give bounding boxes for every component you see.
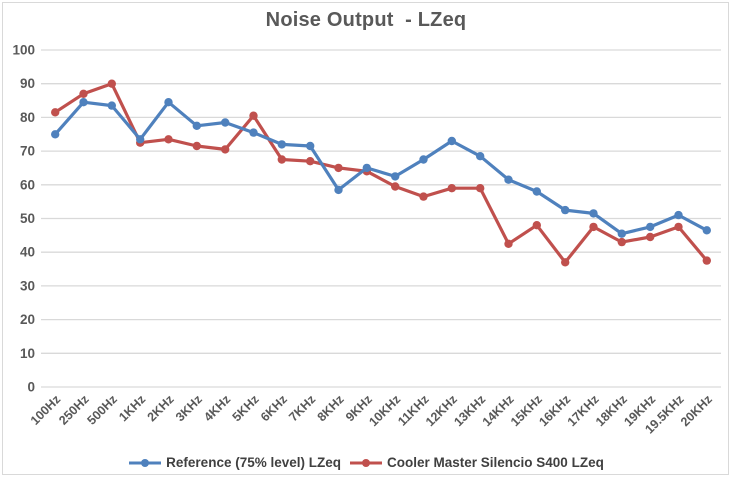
x-tick-label-6KHz: 6KHz <box>258 392 290 424</box>
data-point-marker-s0-5KHz <box>249 128 258 137</box>
legend-marker-reference <box>141 458 150 467</box>
data-point-marker-s1-14KHz <box>504 239 513 248</box>
data-point-marker-s1-19KHz <box>646 232 655 242</box>
x-tick-label-8KHz: 8KHz <box>315 392 347 424</box>
x-tick-label-10KHz: 10KHz <box>366 392 403 429</box>
data-point-marker-s0-12KHz <box>447 136 456 146</box>
data-point-marker-s0-17KHz <box>589 209 598 218</box>
x-tick-label-250Hz: 250Hz <box>56 392 91 427</box>
x-tick-label-4KHz: 4KHz <box>201 392 233 424</box>
data-point-marker-s0-3KHz <box>192 121 201 130</box>
legend-swatch-reference <box>129 458 162 467</box>
x-tick-label-20KHz: 20KHz <box>678 392 715 429</box>
x-tick-label-3KHz: 3KHz <box>173 392 205 424</box>
data-point-marker-s1-5KHz <box>249 111 258 120</box>
data-point-marker-s0-8KHz <box>334 185 343 195</box>
x-tick-label-100Hz: 100Hz <box>28 392 63 427</box>
data-point-marker-s1-250Hz <box>79 89 88 99</box>
series-line-0 <box>53 100 709 236</box>
data-point-marker-s1-20KHz <box>702 256 711 265</box>
data-point-marker-s1-4KHz <box>221 145 230 154</box>
data-point-marker-s0-14KHz <box>504 175 513 184</box>
series-line-1 <box>53 82 709 264</box>
y-tick-label-0: 0 <box>27 380 35 395</box>
y-tick-label-100: 100 <box>12 43 35 58</box>
data-point-marker-s0-10KHz <box>391 172 400 181</box>
data-point-marker-s1-6KHz <box>277 155 286 164</box>
data-point-marker-s0-19.5KHz <box>674 210 683 220</box>
data-point-marker-s1-2KHz <box>164 135 173 144</box>
legend-item-reference: Reference (75% level) LZeq <box>128 455 341 470</box>
y-tick-label-90: 90 <box>20 76 35 91</box>
data-point-marker-s1-13KHz <box>476 184 485 193</box>
data-point-marker-s0-500Hz <box>107 101 117 110</box>
data-point-marker-s0-20KHz <box>702 226 711 235</box>
x-tick-label-500Hz: 500Hz <box>84 392 119 427</box>
y-tick-label-20: 20 <box>20 312 35 327</box>
data-point-marker-s0-15KHz <box>532 187 541 196</box>
data-point-marker-s1-3KHz <box>192 141 201 151</box>
data-point-marker-s0-11KHz <box>419 155 428 164</box>
legend-swatch-silencio-s400 <box>350 458 382 467</box>
data-point-marker-s0-6KHz <box>277 140 286 149</box>
data-point-marker-s0-13KHz <box>476 152 485 161</box>
data-point-marker-s0-100Hz <box>51 130 60 139</box>
y-tick-label-50: 50 <box>20 211 35 226</box>
data-point-marker-s1-16KHz <box>561 258 570 267</box>
y-tick-label-30: 30 <box>20 278 35 293</box>
y-tick-label-10: 10 <box>20 346 35 361</box>
data-point-marker-s0-7KHz <box>306 141 315 151</box>
y-tick-label-40: 40 <box>20 245 35 260</box>
data-point-marker-s1-500Hz <box>107 79 117 88</box>
data-point-marker-s1-11KHz <box>419 192 428 201</box>
x-tick-label-7KHz: 7KHz <box>286 392 318 424</box>
y-tick-label-60: 60 <box>20 177 35 192</box>
x-tick-label-5KHz: 5KHz <box>230 392 262 424</box>
data-point-marker-s1-19.5KHz <box>674 222 683 232</box>
data-point-marker-s1-15KHz <box>532 221 541 230</box>
chart-title: Noise Output - LZeq <box>265 9 467 31</box>
data-point-marker-s0-19KHz <box>646 222 655 232</box>
data-point-marker-s1-18KHz <box>617 237 626 247</box>
data-point-marker-s0-1KHz <box>136 135 145 144</box>
data-point-marker-s0-16KHz <box>561 205 570 215</box>
legend-item-silencio-s400: Cooler Master Silencio S400 LZeq <box>349 455 604 470</box>
data-point-marker-s1-10KHz <box>391 182 400 191</box>
legend-marker-silencio-s400 <box>362 458 370 467</box>
data-point-marker-s0-250Hz <box>79 98 88 107</box>
data-point-marker-s0-2KHz <box>164 98 173 107</box>
y-tick-label-80: 80 <box>20 110 35 125</box>
x-tick-label-1KHz: 1KHz <box>116 392 148 424</box>
data-point-marker-s1-17KHz <box>589 222 598 232</box>
legend-label-reference: Reference (75% level) LZeq <box>166 455 341 470</box>
x-tick-label-2KHz: 2KHz <box>145 392 177 424</box>
chart-legend: Reference (75% level) LZeq Cooler Master… <box>0 455 732 470</box>
data-point-marker-s0-4KHz <box>221 118 230 127</box>
data-point-marker-s0-9KHz <box>362 163 371 173</box>
data-point-marker-s1-12KHz <box>447 184 456 193</box>
data-point-marker-s0-18KHz <box>617 229 626 238</box>
data-point-marker-s1-8KHz <box>334 163 343 173</box>
y-tick-label-70: 70 <box>20 144 35 159</box>
data-point-marker-s1-7KHz <box>306 157 315 166</box>
legend-label-silencio-s400: Cooler Master Silencio S400 LZeq <box>387 455 604 470</box>
data-point-marker-s1-100Hz <box>51 108 60 117</box>
